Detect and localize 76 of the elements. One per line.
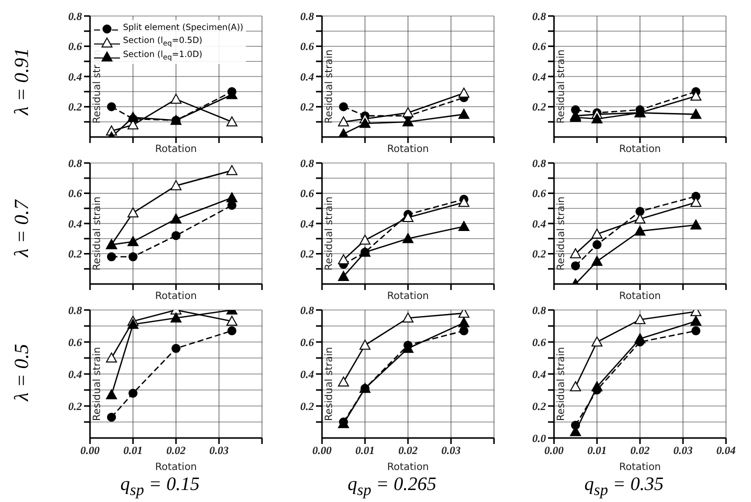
text: λ = 0.91 [12, 48, 34, 116]
y-axis-title: Residual strain [92, 347, 103, 421]
x-tick-label: 0.00 [312, 444, 332, 457]
y-tick-label: 0.4 [532, 368, 546, 381]
x-axis-title: Rotation [155, 144, 197, 155]
y-tick-label: 0.2 [532, 248, 546, 261]
y-tick-label: 0.2 [300, 400, 314, 413]
y-axis-title: Residual strain [92, 196, 103, 270]
y-tick-label: 0.2 [68, 248, 82, 261]
y-tick-label: 0.8 [68, 158, 82, 170]
y-axis-title: Residual strain [556, 347, 567, 421]
y-tick-label: 0.0 [532, 432, 546, 445]
y-tick-label: 0.2 [532, 400, 546, 413]
x-axis-title: Rotation [155, 291, 197, 302]
x-axis-title: Rotation [387, 462, 429, 473]
y-axis-title: Residual strain [556, 50, 567, 124]
y-tick-label: 0.2 [532, 102, 546, 114]
legend-label: Split element (Specimen(A)) [123, 23, 244, 33]
y-tick-label: 0.8 [68, 304, 82, 317]
x-tick-label: 0.02 [166, 444, 186, 457]
text: λ = 0.5 [12, 343, 34, 401]
x-tick-label: 0.00 [544, 444, 564, 457]
x-tick-label: 0.01 [123, 444, 143, 457]
y-tick-label: 0.4 [300, 71, 314, 84]
y-tick-label: 0.4 [532, 71, 546, 84]
x-axis-title: Rotation [387, 144, 429, 155]
y-axis-title: Residual strain [324, 196, 335, 270]
text: q$_{sp}$ = 0.265 [346, 474, 438, 500]
y-tick-label: 0.6 [532, 188, 546, 200]
x-tick-label: 0.00 [80, 444, 100, 457]
y-tick-label: 0.8 [68, 10, 82, 23]
x-tick-label: 0.02 [630, 444, 650, 457]
y-tick-label: 0.6 [68, 336, 82, 349]
y-tick-label: 0.6 [532, 336, 546, 349]
y-tick-label: 0.4 [532, 218, 546, 230]
y-tick-label: 0.4 [68, 218, 82, 230]
x-tick-label: 0.01 [355, 444, 375, 457]
text: q$_{sp}$ = 0.35 [583, 474, 665, 500]
x-tick-label: 0.03 [673, 444, 694, 457]
y-tick-label: 0.6 [68, 188, 82, 200]
y-axis-title: Residual strain [324, 50, 335, 124]
legend-label: Section (l$_{eq}$=1.0D) [123, 50, 202, 62]
y-tick-label: 0.2 [300, 248, 314, 261]
y-axis-title: Residual strain [556, 196, 567, 270]
text: λ = 0.7 [12, 200, 34, 258]
y-tick-label: 0.6 [300, 336, 314, 349]
x-tick-label: 0.01 [587, 444, 607, 457]
x-axis-title: Rotation [619, 462, 661, 473]
y-tick-label: 0.8 [532, 158, 546, 170]
y-tick-label: 0.2 [68, 400, 82, 413]
y-tick-label: 0.4 [300, 368, 314, 381]
y-tick-label: 0.8 [532, 304, 546, 317]
y-tick-label: 0.6 [300, 188, 314, 200]
y-tick-label: 0.8 [532, 10, 546, 23]
x-axis-title: Rotation [619, 144, 661, 155]
x-tick-label: 0.03 [209, 444, 230, 457]
x-axis-title: Rotation [619, 291, 661, 302]
y-tick-label: 0.6 [532, 41, 546, 54]
y-tick-label: 0.2 [300, 102, 314, 114]
legend-label: Section (l$_{eq}$=0.5D) [123, 36, 202, 48]
y-axis-title: Residual strain [324, 347, 335, 421]
x-axis-title: Rotation [387, 291, 429, 302]
y-tick-label: 0.8 [300, 158, 314, 170]
text: q$_{sp}$ = 0.15 [119, 474, 201, 500]
y-tick-label: 0.6 [300, 41, 314, 54]
y-tick-label: 0.8 [300, 304, 314, 317]
x-tick-label: 0.04 [716, 444, 736, 457]
y-tick-label: 0.4 [300, 218, 314, 230]
y-tick-label: 0.2 [68, 102, 82, 114]
x-tick-label: 0.02 [398, 444, 418, 457]
y-tick-label: 0.6 [68, 41, 82, 54]
x-tick-label: 0.03 [441, 444, 462, 457]
y-tick-label: 0.8 [300, 10, 314, 23]
y-tick-label: 0.4 [68, 368, 82, 381]
y-tick-label: 0.4 [68, 71, 82, 84]
x-axis-title: Rotation [155, 462, 197, 473]
